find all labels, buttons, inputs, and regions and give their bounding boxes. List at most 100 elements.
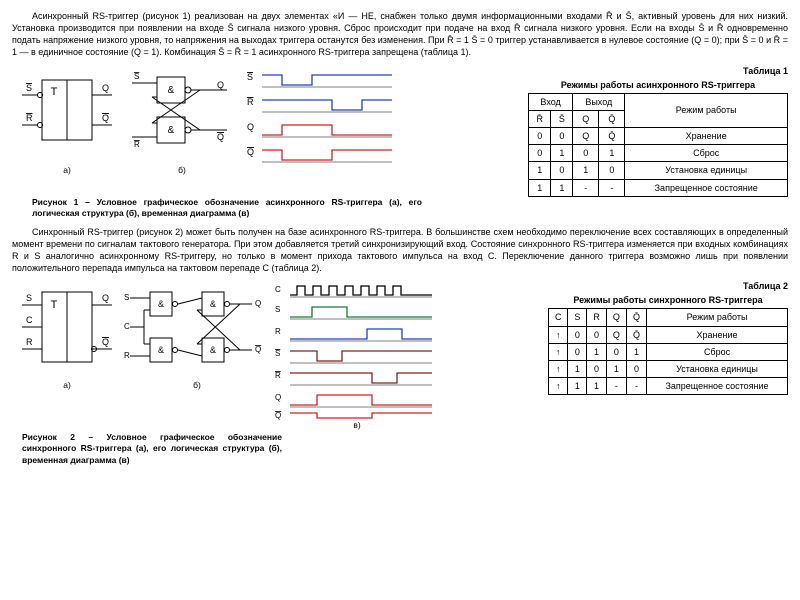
fig1-a-svg: T S R Q Q: [12, 65, 122, 165]
table-row: 0 0 Q Q̄ Хранение: [529, 128, 788, 145]
fig1-b-label: б): [122, 165, 242, 176]
table1-title: Таблица 1: [528, 65, 788, 77]
cell: 0: [626, 360, 646, 377]
cell: 0: [599, 162, 625, 179]
row-fig1: T S R Q Q а) & &: [12, 65, 788, 197]
table-row: 0 1 0 1 Сброс: [529, 145, 788, 162]
cell: Запрещенное состояние: [647, 378, 788, 395]
cell: Установка единицы: [625, 162, 788, 179]
svg-text:Q: Q: [255, 299, 261, 308]
svg-text:t: t: [394, 155, 397, 164]
cell: 0: [568, 326, 587, 343]
cell: ↑: [549, 378, 568, 395]
svg-text:Q: Q: [247, 147, 254, 157]
fig1-b: & & S R Q Q б): [122, 65, 242, 176]
svg-text:Q: Q: [217, 132, 224, 142]
svg-text:S: S: [275, 305, 280, 314]
svg-text:Q: Q: [102, 83, 109, 93]
svg-text:S: S: [134, 72, 139, 81]
svg-text:R: R: [26, 113, 33, 123]
svg-text:R: R: [247, 97, 254, 107]
svg-text:t: t: [394, 80, 397, 89]
fig2-b-label: б): [122, 380, 272, 391]
cell: -: [606, 378, 626, 395]
svg-text:S: S: [26, 293, 32, 303]
table2-block: Таблица 2 Режимы работы синхронного RS-т…: [548, 280, 788, 395]
table-row: ↑ 1 0 1 0 Установка единицы: [549, 360, 788, 377]
svg-text:R: R: [26, 337, 33, 347]
svg-text:Q: Q: [247, 122, 254, 132]
intro-paragraph-1: Асинхронный RS-триггер (рисунок 1) реали…: [12, 10, 788, 59]
cell: Хранение: [625, 128, 788, 145]
t1-c-qn: Q̄: [599, 110, 625, 127]
cell: Запрещенное состояние: [625, 179, 788, 196]
fig2-b-svg: & & & & S C R Q Q: [122, 280, 272, 380]
fig1-a-label: а): [12, 165, 122, 176]
cell: 1: [529, 162, 551, 179]
cell: Хранение: [647, 326, 788, 343]
t1-h-mode: Режим работы: [625, 93, 788, 127]
cell: Q: [573, 128, 599, 145]
cell: Q̄: [626, 326, 646, 343]
table2-subtitle: Режимы работы синхронного RS-триггера: [548, 294, 788, 306]
fig2-caption: Рисунок 2 – Условное графическое обознач…: [22, 432, 282, 466]
cell: 0: [587, 326, 606, 343]
t2-c-c: C: [549, 309, 568, 326]
cell: 1: [568, 378, 587, 395]
table-row: ↑ 1 1 - - Запрещенное состояние: [549, 378, 788, 395]
fig2-v-label: в): [272, 420, 442, 431]
svg-text:t: t: [434, 292, 436, 299]
svg-text:Q: Q: [255, 345, 261, 354]
cell: 1: [551, 179, 573, 196]
svg-text:Q: Q: [102, 337, 109, 347]
t1-c-s: S̄: [551, 110, 573, 127]
cell: 1: [568, 360, 587, 377]
cell: -: [573, 179, 599, 196]
svg-text:t: t: [434, 402, 436, 409]
fig2-v-svg: C t S t R t S t R t Q: [272, 280, 442, 420]
svg-text:t: t: [394, 105, 397, 114]
t1-h-in: Вход: [529, 93, 573, 110]
t1-h-out: Выход: [573, 93, 625, 110]
svg-text:&: &: [210, 299, 216, 309]
cell: 0: [573, 145, 599, 162]
svg-text:C: C: [275, 285, 281, 294]
t2-c-q: Q: [606, 309, 626, 326]
svg-text:C: C: [26, 315, 33, 325]
cell: Сброс: [625, 145, 788, 162]
svg-text:&: &: [158, 299, 164, 309]
cell: Q: [606, 326, 626, 343]
cell: Q̄: [599, 128, 625, 145]
cell: ↑: [549, 326, 568, 343]
svg-text:R: R: [134, 140, 140, 149]
t2-c-mode: Режим работы: [647, 309, 788, 326]
svg-text:Q: Q: [102, 113, 109, 123]
intro-paragraph-2: Синхронный RS-триггер (рисунок 2) может …: [12, 226, 788, 275]
svg-text:t: t: [434, 314, 436, 321]
cell: 1: [573, 162, 599, 179]
fig1-b-svg: & & S R Q Q: [122, 65, 242, 165]
svg-text:&: &: [158, 345, 164, 355]
cell: 1: [529, 179, 551, 196]
svg-text:&: &: [210, 345, 216, 355]
fig2-v: C t S t R t S t R t Q: [272, 280, 442, 431]
table-row: ↑ 0 0 Q Q̄ Хранение: [549, 326, 788, 343]
svg-text:t: t: [434, 358, 436, 365]
cell: ↑: [549, 360, 568, 377]
cell: 1: [599, 145, 625, 162]
t2-c-r: R: [587, 309, 606, 326]
fig2-b: & & & & S C R Q Q б): [122, 280, 272, 391]
cell: -: [626, 378, 646, 395]
fig1-a: T S R Q Q а): [12, 65, 122, 176]
svg-text:t: t: [394, 130, 397, 139]
fig2-a-svg: T S C R Q Q: [12, 280, 122, 380]
cell: 1: [587, 378, 606, 395]
fig2-a-label: а): [12, 380, 122, 391]
cell: 0: [606, 343, 626, 360]
table-row: 1 0 1 0 Установка единицы: [529, 162, 788, 179]
svg-text:Q: Q: [102, 293, 109, 303]
cell: 0: [568, 343, 587, 360]
cell: 0: [529, 145, 551, 162]
svg-text:C: C: [124, 322, 130, 331]
t1-c-r: R̄: [529, 110, 551, 127]
